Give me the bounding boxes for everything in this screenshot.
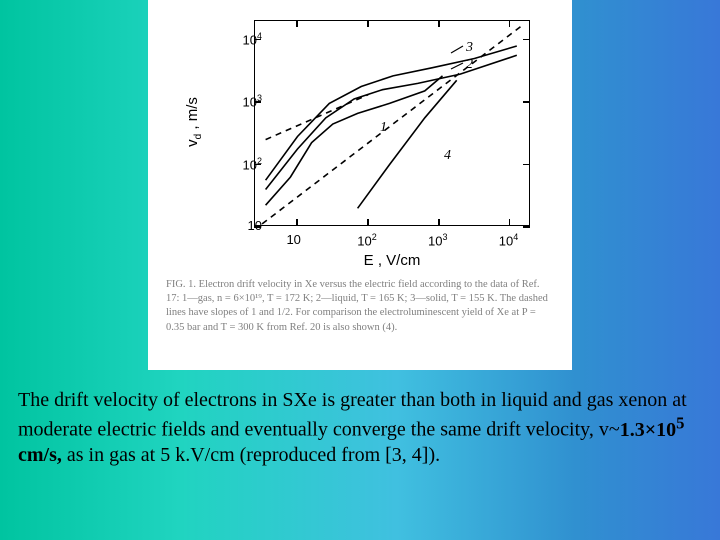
xtick-mark <box>438 219 440 226</box>
xtick-mark <box>296 219 298 226</box>
label-tick-3 <box>451 46 463 53</box>
curve-4-lumi <box>358 80 457 208</box>
ytick-mark <box>523 226 530 228</box>
ytick-mark <box>523 39 530 41</box>
ytick-mark <box>254 226 261 228</box>
curve-label-4: 4 <box>444 148 451 164</box>
curve-2-liquid <box>266 55 517 189</box>
curve-3-solid <box>266 46 517 180</box>
curve-label-2: 2 <box>466 57 473 73</box>
xtick-mark <box>438 20 440 27</box>
ytick-mark <box>523 101 530 103</box>
y-axis-label: vd , m/s <box>184 97 204 147</box>
xtick-label: 104 <box>499 232 518 248</box>
xtick-mark <box>509 20 511 27</box>
xtick-mark <box>367 20 369 27</box>
plot-box <box>254 20 530 226</box>
chart-area: vd , m/s 10102103104 10102103104 E , V/c… <box>166 12 554 272</box>
figure-caption: FIG. 1. Electron drift velocity in Xe ve… <box>166 278 554 335</box>
caption-text: Electron drift velocity in Xe versus the… <box>166 279 548 333</box>
caption-prefix: FIG. 1. <box>166 279 196 290</box>
ytick-mark <box>254 164 261 166</box>
ytick-mark <box>523 164 530 166</box>
x-axis-label: E , V/cm <box>364 252 421 269</box>
curve-1-gas <box>266 76 443 205</box>
xtick-label: 102 <box>357 232 376 248</box>
xtick-label: 10 <box>286 232 300 247</box>
plot-svg <box>255 21 531 227</box>
curve-label-3: 3 <box>466 40 473 56</box>
xtick-mark <box>367 219 369 226</box>
curve-label-1: 1 <box>380 120 387 136</box>
ytick-mark <box>254 101 261 103</box>
xtick-mark <box>296 20 298 27</box>
xtick-mark <box>509 219 511 226</box>
dashed-slope-1 <box>262 24 524 224</box>
slide-body-text: The drift velocity of electrons in SXe i… <box>18 388 702 468</box>
ytick-mark <box>254 39 261 41</box>
xtick-label: 103 <box>428 232 447 248</box>
figure-panel: vd , m/s 10102103104 10102103104 E , V/c… <box>148 0 572 370</box>
